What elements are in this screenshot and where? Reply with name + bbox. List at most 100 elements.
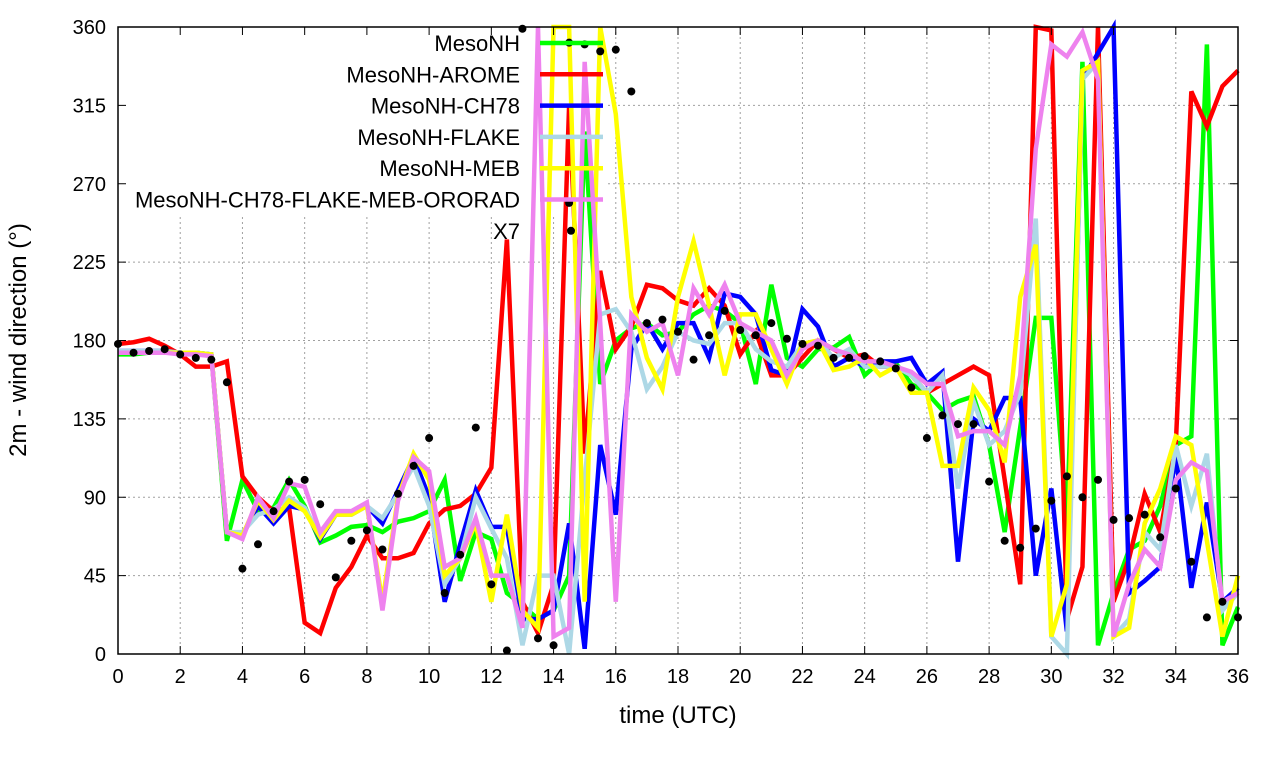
x7-point — [378, 545, 387, 554]
legend-label: MesoNH-MEB — [379, 156, 520, 181]
x7-point — [705, 331, 714, 340]
x-tick-label: 22 — [791, 666, 813, 688]
x7-point — [129, 348, 138, 357]
x-tick-label: 24 — [854, 666, 876, 688]
x7-point — [300, 475, 309, 484]
x7-point — [331, 573, 340, 582]
legend: MesoNH MesoNH-AROME MesoNH-CH78 MesoNH-FLAK… — [135, 31, 603, 244]
legend-label: MesoNH-CH78 — [371, 94, 520, 119]
legend-label: MesoNH-CH78-FLAKE-MEB-ORORAD — [135, 188, 520, 213]
x7-point — [627, 87, 636, 96]
x7-point — [254, 540, 262, 549]
x7-point — [782, 334, 791, 343]
legend-label: MesoNH-AROME — [346, 62, 520, 87]
x-axis-label: time (UTC) — [619, 702, 736, 729]
x7-point — [1171, 484, 1180, 493]
x7-point — [222, 378, 231, 387]
x-tick-label: 32 — [1102, 666, 1124, 688]
grid — [100, 27, 1238, 654]
x7-point — [176, 350, 185, 359]
legend-background — [100, 28, 608, 214]
x-tick-label: 0 — [112, 666, 123, 688]
x7-point — [1218, 597, 1227, 606]
x-tick-label: 36 — [1227, 666, 1249, 688]
x7-point — [269, 507, 278, 516]
x7-point — [409, 461, 418, 470]
x7-point — [362, 526, 371, 535]
series-line-mesonh-ch78-flake-meb-ororad — [118, 26, 1240, 641]
x-tick-label: 10 — [418, 666, 440, 688]
x-tick-label: 14 — [542, 666, 564, 688]
x7-point — [891, 364, 900, 373]
x-tick-label: 16 — [605, 666, 627, 688]
y-axis-label: 2m - wind direction (°) — [5, 223, 32, 457]
x-tick-label: 26 — [916, 666, 938, 688]
x-tick-label: 4 — [237, 666, 248, 688]
x7-point — [1000, 536, 1009, 545]
x7-point — [1062, 472, 1071, 481]
x-tick-label: 30 — [1040, 666, 1062, 688]
y-tick-label: 180 — [73, 331, 106, 353]
x7-point — [814, 341, 822, 350]
x7-point — [316, 500, 325, 509]
x7-point — [207, 355, 216, 364]
x-tick-label: 20 — [729, 666, 751, 688]
x7-point — [658, 315, 667, 324]
x7-point — [876, 357, 885, 366]
x7-point — [1109, 515, 1118, 524]
x7-point — [798, 339, 807, 348]
x7-point — [238, 564, 247, 573]
x7-point — [347, 536, 356, 545]
x7-point — [907, 383, 916, 392]
x7-point — [922, 434, 931, 443]
y-tick-label: 225 — [73, 252, 106, 274]
x7-point — [487, 580, 496, 589]
x7-point — [160, 345, 169, 354]
y-tick-label: 45 — [84, 566, 106, 588]
y-tick-label: 135 — [73, 409, 106, 431]
x7-point — [1187, 557, 1196, 566]
x7-point — [456, 550, 465, 559]
x7-point — [191, 353, 200, 362]
x-tick-label: 12 — [480, 666, 502, 688]
x-tick-label: 8 — [361, 666, 372, 688]
x7-point — [860, 352, 869, 361]
x7-point — [394, 489, 402, 498]
x-tick-label: 34 — [1165, 666, 1187, 688]
x7-point — [425, 434, 434, 443]
x-tick-label: 2 — [175, 666, 186, 688]
x7-point — [1047, 496, 1056, 505]
x7-point — [829, 353, 838, 362]
x7-point — [969, 420, 978, 429]
x7-point — [674, 327, 682, 336]
y-tick-label: 90 — [84, 487, 106, 509]
legend-label: MesoNH — [434, 31, 520, 56]
x7-point — [1202, 613, 1211, 622]
x-tick-label: 6 — [299, 666, 310, 688]
x7-point — [1031, 524, 1040, 533]
x7-point — [938, 411, 947, 420]
legend-label: X7 — [493, 219, 520, 244]
x7-point — [1016, 543, 1025, 552]
x7-point — [502, 646, 511, 655]
x7-point — [1140, 510, 1149, 519]
x7-point — [954, 420, 962, 429]
y-tick-label: 360 — [73, 17, 106, 39]
x7-point — [1094, 475, 1102, 484]
x7-point — [642, 319, 651, 328]
x7-point — [1078, 493, 1087, 502]
x7-point — [720, 306, 729, 315]
x7-point — [845, 353, 854, 362]
x7-point — [285, 477, 294, 486]
x7-point — [767, 319, 776, 328]
x7-point — [985, 477, 994, 486]
x7-point — [751, 331, 760, 340]
x7-point — [596, 47, 605, 56]
x7-point — [471, 423, 480, 432]
y-tick-label: 0 — [95, 644, 106, 666]
y-tick-label: 315 — [73, 95, 106, 117]
x7-point — [689, 355, 698, 364]
x-tick-label: 28 — [978, 666, 1000, 688]
